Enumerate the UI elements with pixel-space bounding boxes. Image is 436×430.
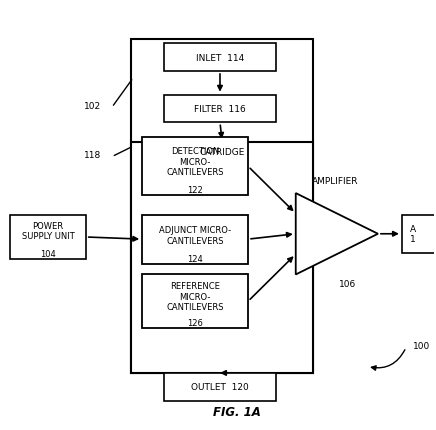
Text: CATRIDGE: CATRIDGE (199, 147, 245, 156)
Text: 122: 122 (187, 186, 203, 195)
Text: 124: 124 (187, 255, 203, 264)
Text: 106: 106 (339, 280, 356, 289)
Text: INLET  114: INLET 114 (196, 53, 244, 62)
Text: 100: 100 (412, 341, 430, 350)
FancyBboxPatch shape (131, 142, 313, 373)
FancyBboxPatch shape (164, 373, 276, 401)
FancyBboxPatch shape (131, 40, 313, 373)
Text: POWER
SUPPLY UNIT: POWER SUPPLY UNIT (21, 221, 74, 241)
Text: REFERENCE
MICRO-
CANTILEVERS: REFERENCE MICRO- CANTILEVERS (167, 282, 224, 311)
Text: 102: 102 (84, 101, 101, 111)
FancyBboxPatch shape (10, 215, 86, 260)
Text: ADJUNCT MICRO-
CANTILEVERS: ADJUNCT MICRO- CANTILEVERS (159, 226, 231, 245)
Text: FILTER  116: FILTER 116 (194, 105, 246, 114)
Text: 118: 118 (84, 150, 101, 160)
Polygon shape (296, 194, 378, 275)
FancyBboxPatch shape (164, 44, 276, 72)
Text: 104: 104 (40, 249, 56, 258)
FancyBboxPatch shape (142, 215, 248, 264)
FancyBboxPatch shape (164, 95, 276, 123)
FancyBboxPatch shape (402, 215, 436, 253)
Text: 126: 126 (187, 318, 203, 327)
Text: DETECTION
MICRO-
CANTILEVERS: DETECTION MICRO- CANTILEVERS (167, 147, 224, 177)
Text: OUTLET  120: OUTLET 120 (191, 382, 249, 391)
Text: FIG. 1A: FIG. 1A (213, 405, 261, 418)
FancyBboxPatch shape (142, 138, 248, 196)
Text: A
1: A 1 (409, 224, 416, 244)
Text: AMPLIFIER: AMPLIFIER (311, 176, 358, 185)
FancyBboxPatch shape (142, 275, 248, 328)
